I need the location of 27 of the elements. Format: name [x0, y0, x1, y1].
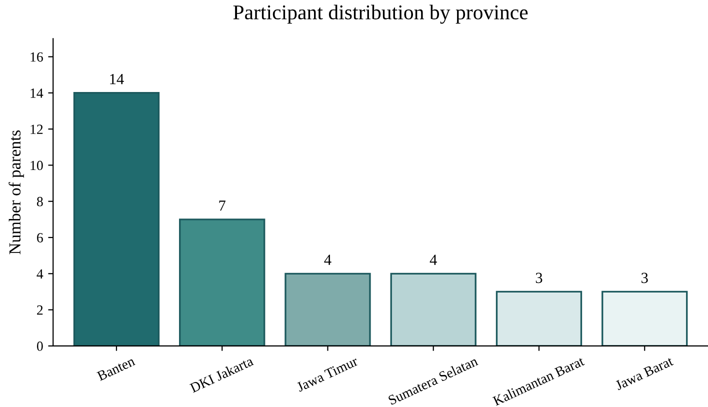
x-tick-label: Jawa Timur [296, 356, 359, 392]
data-label: 3 [536, 272, 542, 284]
y-tick-label: 10 [30, 160, 43, 170]
bar [602, 290, 688, 346]
bar [284, 272, 371, 346]
bar [390, 272, 476, 346]
data-label: 3 [642, 272, 648, 284]
data-label: 4 [324, 254, 332, 265]
bar [496, 290, 582, 346]
y-tick-label: 12 [30, 124, 43, 134]
bar [73, 92, 160, 346]
y-tick-label: 0 [36, 342, 43, 351]
x-tick-label: Banten [96, 356, 136, 381]
y-tick-label: 16 [30, 52, 43, 62]
y-tick-label: 8 [36, 196, 43, 206]
bar [179, 218, 266, 346]
data-label: 7 [219, 200, 226, 211]
x-tick-label: Jawa Barat [614, 356, 674, 390]
data-label: 4 [430, 254, 437, 265]
y-tick-label: 4 [36, 269, 44, 278]
y-tick-label: 2 [37, 305, 43, 315]
data-label: 14 [110, 74, 124, 84]
x-tick-label: DKI Jakarta [189, 356, 254, 393]
y-tick-label: 14 [30, 88, 44, 98]
y-tick-label: 6 [37, 233, 43, 242]
chart-title: Participant distribution by province [233, 4, 528, 24]
y-axis-title: Number of parents [8, 130, 24, 254]
